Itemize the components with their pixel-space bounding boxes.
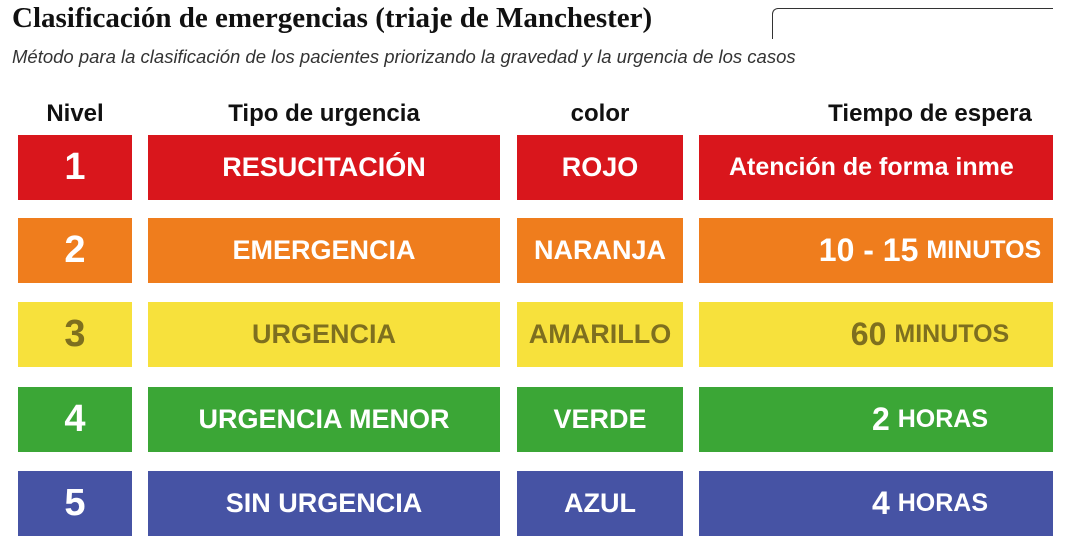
time-cell: Atención de forma inme xyxy=(699,135,1053,200)
level-cell: 1 xyxy=(18,135,132,200)
time-cell: 4 HORAS xyxy=(699,471,1053,536)
level-cell: 2 xyxy=(18,218,132,283)
level-cell: 3 xyxy=(18,302,132,367)
type-cell: URGENCIA MENOR xyxy=(148,387,500,452)
time-unit: MINUTOS xyxy=(926,236,1042,264)
time-cell: 60 MINUTOS xyxy=(699,302,1053,367)
time-number: 2 xyxy=(871,401,890,437)
column-header: Tipo de urgencia xyxy=(228,100,420,127)
color-cell: ROJO xyxy=(517,135,683,200)
time-number: 10 - 15 xyxy=(818,232,919,268)
title: Clasificación de emergencias (triaje de … xyxy=(12,2,653,34)
column-header: Nivel xyxy=(46,100,104,127)
level-cell: 5 xyxy=(18,471,132,536)
type-cell: SIN URGENCIA xyxy=(148,471,500,536)
color-cell: NARANJA xyxy=(517,218,683,283)
time-unit: MINUTOS xyxy=(894,320,1010,348)
time-unit: HORAS xyxy=(897,489,989,517)
color-cell: AZUL xyxy=(517,471,683,536)
type-cell: RESUCITACIÓN xyxy=(148,135,500,200)
level-cell: 4 xyxy=(18,387,132,452)
time-cell: 2 HORAS xyxy=(699,387,1053,452)
color-cell: AMARILLO xyxy=(517,302,683,367)
type-cell: URGENCIA xyxy=(148,302,500,367)
time-number: 60 xyxy=(850,316,887,352)
column-header: color xyxy=(570,100,630,127)
time-number: 4 xyxy=(871,485,890,521)
time-unit: HORAS xyxy=(897,405,989,433)
column-header: Tiempo de espera xyxy=(828,100,1032,127)
type-cell: EMERGENCIA xyxy=(148,218,500,283)
subtitle: Método para la clasificación de los paci… xyxy=(12,46,796,67)
color-cell: VERDE xyxy=(517,387,683,452)
time-cell: 10 - 15 MINUTOS xyxy=(699,218,1053,283)
title-box xyxy=(772,8,1053,39)
